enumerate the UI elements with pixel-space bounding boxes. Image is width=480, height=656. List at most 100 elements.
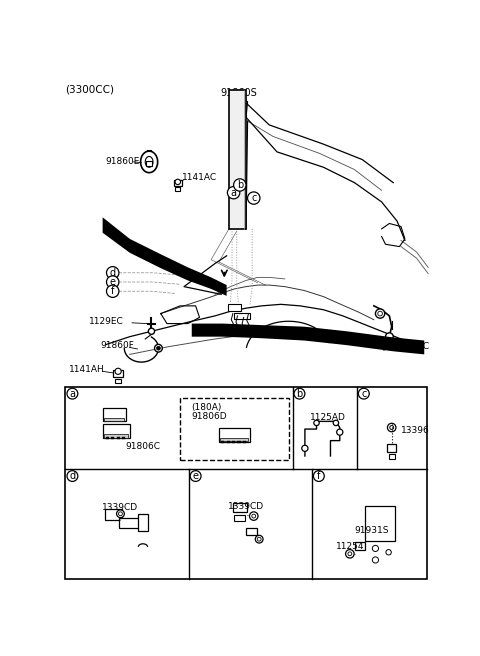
Circle shape: [255, 535, 263, 543]
Text: e: e: [110, 277, 116, 287]
Text: b: b: [296, 388, 302, 399]
Circle shape: [107, 285, 119, 297]
Circle shape: [348, 552, 352, 556]
Bar: [115, 379, 121, 383]
Text: 11254: 11254: [336, 542, 364, 550]
Text: d: d: [69, 471, 75, 481]
Circle shape: [257, 537, 261, 541]
Bar: [111, 437, 114, 439]
Circle shape: [248, 192, 260, 204]
Bar: [238, 441, 240, 443]
Circle shape: [378, 311, 383, 316]
Bar: [220, 438, 248, 441]
Circle shape: [372, 557, 379, 563]
Circle shape: [302, 445, 308, 451]
Circle shape: [156, 346, 160, 350]
Circle shape: [155, 344, 162, 352]
Bar: [146, 161, 152, 166]
Bar: [104, 417, 124, 420]
Text: (3300CC): (3300CC): [65, 85, 114, 95]
Bar: [389, 455, 395, 459]
Circle shape: [190, 470, 201, 482]
Text: 1141AH: 1141AH: [69, 365, 105, 375]
Bar: [233, 503, 247, 512]
Bar: [113, 370, 123, 377]
Text: 91806D: 91806D: [192, 412, 228, 421]
Circle shape: [386, 550, 391, 555]
Text: 1125AD: 1125AD: [310, 413, 346, 422]
Text: 1129EC: 1129EC: [89, 317, 124, 326]
Text: 13396: 13396: [401, 426, 430, 435]
Circle shape: [234, 179, 246, 191]
Text: (180A): (180A): [192, 403, 222, 412]
Text: c: c: [251, 193, 256, 203]
Text: f: f: [317, 471, 321, 481]
Circle shape: [336, 429, 343, 435]
Bar: [221, 441, 224, 443]
Text: 1339CD: 1339CD: [228, 502, 264, 511]
Circle shape: [67, 470, 78, 482]
Circle shape: [119, 512, 122, 516]
Circle shape: [372, 545, 379, 552]
Bar: [229, 91, 246, 229]
Bar: [176, 188, 180, 191]
Bar: [122, 437, 125, 439]
Bar: [243, 441, 246, 443]
Text: 91860F: 91860F: [100, 341, 134, 350]
Text: 91860S: 91860S: [221, 88, 257, 98]
Bar: [65, 387, 427, 579]
Text: a: a: [230, 188, 237, 197]
Bar: [387, 445, 396, 452]
Circle shape: [148, 328, 155, 335]
PathPatch shape: [192, 323, 424, 354]
Circle shape: [359, 388, 369, 399]
Circle shape: [67, 388, 78, 399]
Text: f: f: [111, 286, 114, 297]
Text: 1141AC: 1141AC: [395, 342, 430, 351]
Bar: [365, 506, 395, 541]
Bar: [106, 437, 109, 439]
Bar: [103, 424, 130, 438]
Circle shape: [314, 420, 319, 426]
Text: 91931S: 91931S: [354, 526, 389, 535]
Bar: [174, 180, 181, 186]
Circle shape: [385, 333, 393, 340]
Circle shape: [390, 426, 394, 430]
Bar: [232, 441, 235, 443]
Bar: [355, 543, 365, 550]
Text: 91806C: 91806C: [126, 441, 161, 451]
Circle shape: [228, 186, 240, 199]
Circle shape: [117, 510, 124, 518]
Text: 1141AC: 1141AC: [182, 173, 217, 182]
Circle shape: [346, 550, 354, 558]
Bar: [103, 407, 126, 421]
Bar: [219, 428, 250, 442]
Text: 91860E: 91860E: [105, 157, 139, 167]
Bar: [119, 518, 142, 527]
PathPatch shape: [103, 217, 227, 296]
Circle shape: [252, 514, 256, 518]
Circle shape: [387, 423, 396, 432]
Bar: [246, 527, 257, 535]
Bar: [104, 434, 128, 438]
Circle shape: [250, 512, 258, 520]
Circle shape: [115, 368, 121, 375]
Text: d: d: [109, 268, 116, 277]
Circle shape: [107, 266, 119, 279]
Bar: [117, 437, 120, 439]
Bar: [228, 304, 240, 311]
Bar: [234, 514, 245, 521]
Circle shape: [294, 388, 305, 399]
Bar: [227, 441, 230, 443]
Text: 1339CD: 1339CD: [102, 503, 139, 512]
Text: c: c: [361, 388, 367, 399]
Circle shape: [375, 309, 385, 318]
Bar: [234, 313, 250, 319]
Circle shape: [175, 179, 180, 184]
Circle shape: [313, 470, 324, 482]
Bar: [180, 398, 288, 460]
Text: b: b: [237, 180, 243, 190]
Bar: [105, 509, 122, 520]
Bar: [138, 514, 147, 531]
Text: e: e: [192, 471, 199, 481]
